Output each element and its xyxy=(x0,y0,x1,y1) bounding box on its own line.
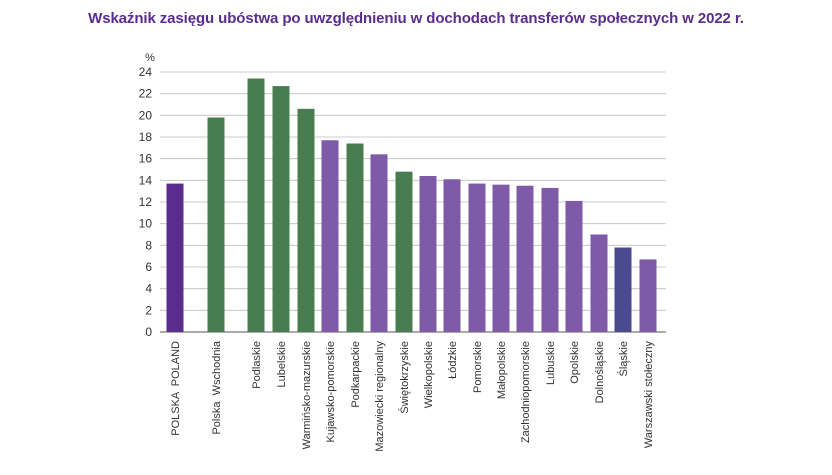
x-tick-label: Łódzkie xyxy=(447,341,459,379)
bar xyxy=(541,187,559,332)
bar xyxy=(395,171,413,332)
bar xyxy=(297,108,315,332)
y-tick-label: 4 xyxy=(145,282,152,296)
x-tick-label: Polska Wschodnia xyxy=(211,340,223,434)
bar xyxy=(614,247,632,332)
bar xyxy=(166,183,184,332)
y-tick-label: 22 xyxy=(139,87,153,101)
y-tick-label: 12 xyxy=(139,195,153,209)
bar xyxy=(370,154,388,332)
y-tick-label: 2 xyxy=(145,303,152,317)
x-tick-label: Lubuskie xyxy=(545,341,557,385)
bar xyxy=(207,117,225,332)
bar xyxy=(492,184,510,332)
bars xyxy=(166,78,657,332)
x-tick-label: Lubelskie xyxy=(276,341,288,387)
y-axis-unit: % xyxy=(145,52,155,64)
y-tick-label: 6 xyxy=(145,260,152,274)
bar xyxy=(590,234,608,332)
bar xyxy=(468,183,486,332)
y-tick-label: 14 xyxy=(139,173,153,187)
x-tick-label: Opolskie xyxy=(569,341,581,384)
x-tick-label: Dolnośląskie xyxy=(594,341,606,403)
y-tick-label: 20 xyxy=(139,108,153,122)
y-tick-label: 0 xyxy=(145,325,152,339)
x-tick-label: Podkarpackie xyxy=(350,341,362,408)
bar xyxy=(321,140,339,332)
bar xyxy=(419,176,437,332)
bar xyxy=(639,259,657,332)
y-tick-label: 8 xyxy=(145,238,152,252)
x-tick-label: Świętokrzyskie xyxy=(398,341,411,414)
x-tick-label: Pomorskie xyxy=(472,341,484,393)
x-tick-label: Wielkopolskie xyxy=(423,341,435,408)
y-tick-label: 24 xyxy=(139,65,153,79)
bar xyxy=(443,179,461,332)
bar xyxy=(272,86,290,332)
bar xyxy=(247,78,265,332)
x-tick-label: POLSKA POLAND xyxy=(170,341,182,436)
bar xyxy=(565,200,583,332)
x-tick-label: Śląskie xyxy=(617,341,630,376)
x-tick-label: Warmińsko-mazurskie xyxy=(301,341,313,449)
y-tick-label: 18 xyxy=(139,130,153,144)
bar xyxy=(346,143,364,332)
x-tick-label: Mazowiecki regionalny xyxy=(374,341,386,452)
x-tick-label: Warszawski stołeczny xyxy=(643,341,655,449)
x-tick-label: Podlaskie xyxy=(251,341,263,389)
y-tick-label: 10 xyxy=(139,217,153,231)
bar xyxy=(516,185,534,332)
gridlines xyxy=(160,71,666,333)
x-tick-label: Kujawsko-pomorskie xyxy=(325,341,337,442)
x-tick-label: Zachodniopomorskie xyxy=(520,341,532,443)
x-tick-label: Małopolskie xyxy=(496,341,508,399)
x-axis: POLSKA POLAND Polska Wschodnia Podlaskie Lu… xyxy=(170,340,655,452)
chart-title: Wskaźnik zasięgu ubóstwa po uwzględnieni… xyxy=(88,10,744,27)
y-tick-label: 16 xyxy=(139,152,153,166)
